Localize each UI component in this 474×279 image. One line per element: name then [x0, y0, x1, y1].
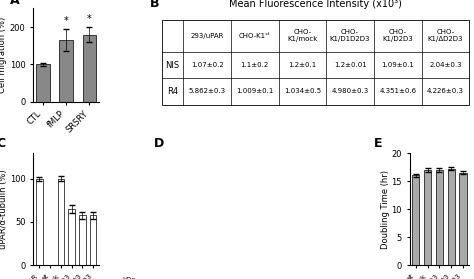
Text: 1.2±0.1: 1.2±0.1 [288, 62, 317, 68]
Text: NIS: NIS [165, 61, 180, 70]
Text: 293/uPAR: 293/uPAR [191, 33, 224, 39]
Bar [412, 175, 419, 265]
Text: kDa: kDa [123, 276, 136, 279]
Bar [447, 169, 455, 265]
Bar [59, 40, 73, 102]
Text: 1.09±0.1: 1.09±0.1 [381, 62, 414, 68]
Text: CHO-K1ˢᵗ: CHO-K1ˢᵗ [239, 33, 271, 39]
Bar [90, 215, 96, 265]
Text: C: C [0, 138, 6, 150]
Text: 2.04±0.3: 2.04±0.3 [429, 62, 462, 68]
Text: B: B [149, 0, 159, 10]
Text: 4.351±0.6: 4.351±0.6 [379, 88, 416, 94]
Bar [82, 35, 96, 102]
Text: E: E [374, 138, 383, 150]
Text: CHO-
K1/ΔD2D3: CHO- K1/ΔD2D3 [428, 29, 463, 42]
Text: Mean Fluorescence Intensity (x10³): Mean Fluorescence Intensity (x10³) [229, 0, 402, 9]
Text: 1.009±0.1: 1.009±0.1 [236, 88, 273, 94]
Bar [79, 215, 86, 265]
Text: *: * [64, 16, 69, 26]
Text: 1.07±0.2: 1.07±0.2 [191, 62, 223, 68]
Y-axis label: uPAR/α-tubulin (%): uPAR/α-tubulin (%) [0, 169, 9, 249]
Text: CHO-
K1/D2D3: CHO- K1/D2D3 [383, 29, 413, 42]
Text: 1.1±0.2: 1.1±0.2 [241, 62, 269, 68]
Bar [36, 179, 43, 265]
Y-axis label: Doubling Time (hr): Doubling Time (hr) [381, 170, 390, 249]
Bar [436, 170, 443, 265]
Bar [36, 64, 50, 102]
Text: 1.2±0.01: 1.2±0.01 [334, 62, 366, 68]
Text: 5.862±0.3: 5.862±0.3 [189, 88, 226, 94]
Text: A: A [10, 0, 19, 7]
Text: 4.226±0.3: 4.226±0.3 [427, 88, 464, 94]
Text: CHO-
K1/D1D2D3: CHO- K1/D1D2D3 [330, 29, 370, 42]
Text: 1.034±0.5: 1.034±0.5 [284, 88, 321, 94]
Bar [68, 209, 75, 265]
Y-axis label: Cell migration (%): Cell migration (%) [0, 17, 7, 93]
Bar [424, 170, 431, 265]
Text: 4.980±0.3: 4.980±0.3 [331, 88, 369, 94]
Text: R4: R4 [167, 87, 178, 96]
Bar [459, 173, 466, 265]
Text: *: * [87, 14, 92, 24]
Bar [58, 179, 64, 265]
Text: CHO-
K1/mock: CHO- K1/mock [287, 29, 318, 42]
Text: D: D [155, 138, 164, 150]
